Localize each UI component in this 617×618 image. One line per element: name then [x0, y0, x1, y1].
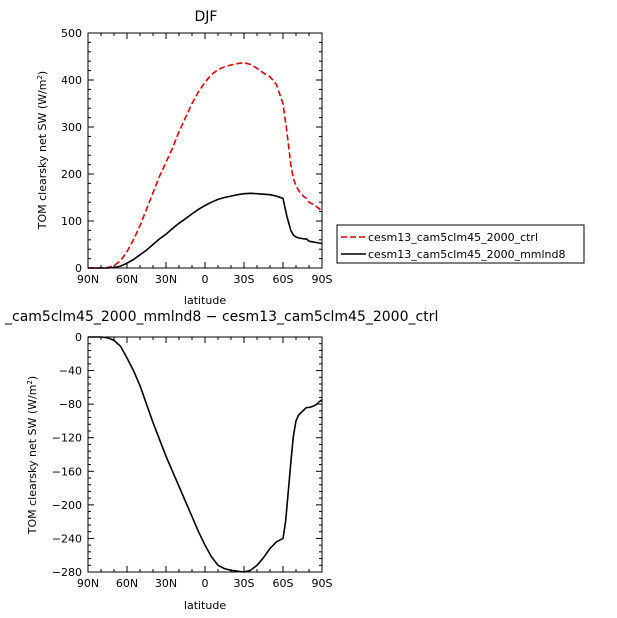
- top-plot-frame: [87, 32, 323, 269]
- bottom-y-tick-label: −280: [52, 566, 82, 579]
- bottom-chart-title: _cam5clm45_2000_mmlnd8 − cesm13_cam5clm4…: [4, 309, 438, 325]
- bottom-x-tick-label: 0: [202, 577, 209, 590]
- top-y-tick-label: 300: [61, 121, 82, 134]
- top-y-tick-label: 100: [61, 215, 82, 228]
- bottom-x-tick-label: 30S: [234, 577, 255, 590]
- top-x-tick-label: 30S: [234, 273, 255, 286]
- top-y-tick-label: 400: [61, 74, 82, 87]
- bottom-y-tick-label: −80: [59, 398, 82, 411]
- bottom-y-tick-label: 0: [75, 331, 82, 344]
- top-series-lines: [88, 61, 323, 269]
- bottom-chart: _cam5clm45_2000_mmlnd8 − cesm13_cam5clm4…: [4, 309, 438, 612]
- top-x-tick-label: 60S: [273, 273, 294, 286]
- bottom-y-tick-label: −120: [52, 432, 82, 445]
- bottom-x-tick-label: 60S: [273, 577, 294, 590]
- legend-label-mmlnd8: cesm13_cam5clm45_2000_mmlnd8: [368, 248, 566, 261]
- bottom-y-axis-label: TOM clearsky net SW (W/m2): [26, 376, 39, 535]
- top-y-tick-label: 0: [75, 262, 82, 275]
- top-legend: cesm13_cam5clm45_2000_ctrl cesm13_cam5cl…: [336, 224, 585, 264]
- bottom-x-tick-label: 90S: [312, 577, 333, 590]
- top-x-tick-label: 30N: [155, 273, 177, 286]
- bottom-series-line-1: [88, 336, 323, 573]
- bottom-x-axis-label: latitude: [184, 599, 226, 612]
- bottom-x-tick-label: 30N: [155, 577, 177, 590]
- top-x-tick-label: 0: [202, 273, 209, 286]
- bottom-x-tick-label: 90N: [77, 577, 99, 590]
- bottom-y-tick-label: −240: [52, 532, 82, 545]
- top-x-tick-label: 60N: [116, 273, 138, 286]
- top-axis-ticks: 90N 60N 30N 0 30S 60S 90S 0 100 200 300 400 500: [61, 27, 333, 286]
- bottom-x-tick-label: 60N: [116, 577, 138, 590]
- legend-label-ctrl: cesm13_cam5clm45_2000_ctrl: [368, 231, 538, 244]
- top-series-line-2: [88, 192, 323, 269]
- top-x-tick-label: 90N: [77, 273, 99, 286]
- top-y-tick-label: 200: [61, 168, 82, 181]
- top-x-tick-label: 90S: [312, 273, 333, 286]
- bottom-y-tick-label: −200: [52, 499, 82, 512]
- bottom-plot-frame: [87, 336, 323, 573]
- top-y-axis-label: TOM clearsky net SW (W/m2): [36, 71, 49, 230]
- top-chart: DJF 90N 60N 30N 0 30S 60S 90S0100200300400500 …: [36, 9, 585, 307]
- top-series-line-1: [88, 61, 323, 269]
- legend-box: [336, 224, 585, 264]
- top-x-axis-label: latitude: [184, 294, 226, 307]
- top-chart-title: DJF: [195, 9, 218, 25]
- bottom-y-tick-label: −40: [59, 365, 82, 378]
- bottom-series-lines: [88, 336, 323, 573]
- bottom-y-tick-label: −160: [52, 465, 82, 478]
- top-y-tick-label: 500: [61, 27, 82, 40]
